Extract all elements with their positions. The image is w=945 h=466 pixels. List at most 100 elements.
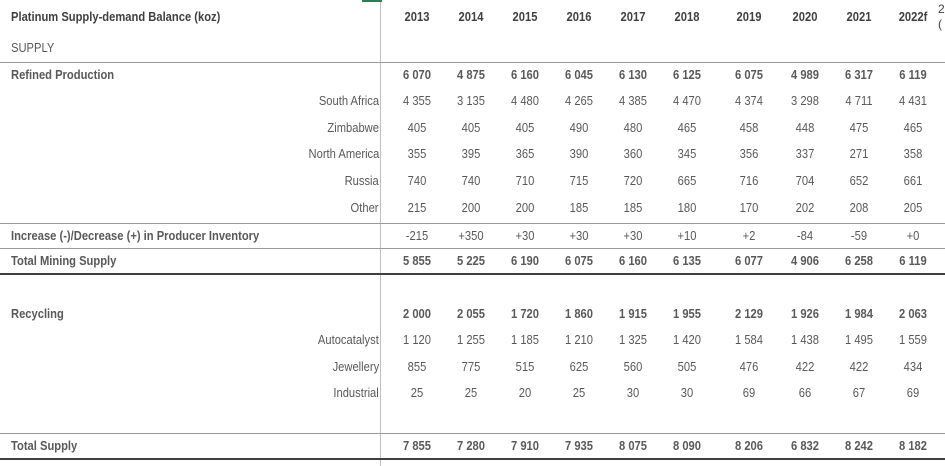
value-cell: 480: [623, 120, 643, 135]
value-cell: 6 119: [899, 67, 927, 82]
value-cell: 390: [569, 146, 589, 161]
table-row: Russia 740 740 710 715 720 665 716 704 652 661: [0, 169, 945, 193]
column-divider: [380, 0, 381, 466]
table-row: Other 215 200 200 185 185 180 170 202 208 205: [0, 196, 945, 220]
value-cell: 4 989: [790, 67, 819, 82]
value-cell: 358: [903, 146, 923, 161]
value-cell: 2 000: [402, 306, 431, 321]
value-cell: -84: [796, 228, 814, 243]
value-cell: 337: [795, 146, 815, 161]
value-cell: +350: [458, 228, 484, 243]
table-row: North America 355 395 365 390 360 345 356 337 271…: [0, 142, 945, 166]
rule-above-total-supply: [0, 433, 945, 434]
table-row: Total Mining Supply 5 855 5 225 6 190 6 075 6…: [0, 249, 945, 273]
value-cell: 3 135: [456, 93, 485, 108]
table-row: South Africa 4 355 3 135 4 480 4 265 4 385 4 4…: [0, 89, 945, 113]
value-cell: 69: [742, 385, 756, 400]
row-label: Autocatalyst: [318, 332, 379, 347]
value-cell: 1 860: [564, 306, 593, 321]
value-cell: 355: [407, 146, 427, 161]
value-cell: 8 182: [898, 438, 927, 453]
value-cell: 515: [515, 359, 535, 374]
value-cell: 465: [677, 120, 697, 135]
row-label: Jewellery: [332, 359, 379, 374]
table-title: Platinum Supply-demand Balance (koz): [11, 9, 221, 24]
value-cell: 205: [903, 200, 923, 215]
value-cell: 215: [407, 200, 427, 215]
table-row: Refined Production 6 070 4 875 6 160 6 045 6 …: [0, 63, 945, 87]
value-cell: 360: [623, 146, 643, 161]
value-cell: 7 280: [456, 438, 485, 453]
value-cell: 8 242: [844, 438, 873, 453]
value-cell: 6 160: [618, 253, 647, 268]
value-cell: 465: [903, 120, 923, 135]
value-cell: 6 125: [672, 67, 701, 82]
rule-above-total-mining: [0, 248, 945, 249]
section-label-row: SUPPLY: [0, 36, 945, 60]
rule-under-supply: [0, 62, 945, 63]
row-label: Refined Production: [11, 67, 115, 82]
value-cell: 490: [569, 120, 589, 135]
value-cell: 208: [849, 200, 869, 215]
value-cell: 180: [677, 200, 697, 215]
value-cell: 1 955: [672, 306, 701, 321]
value-cell: 740: [407, 173, 427, 188]
value-cell: 5 225: [456, 253, 485, 268]
value-cell: 1 720: [510, 306, 539, 321]
value-cell: 6 119: [899, 253, 927, 268]
row-label: Total Mining Supply: [11, 253, 117, 268]
value-cell: 185: [569, 200, 589, 215]
value-cell: 200: [461, 200, 481, 215]
value-cell: 405: [461, 120, 481, 135]
value-cell: 6 135: [672, 253, 701, 268]
row-label: Increase (-)/Decrease (+) in Producer In…: [11, 228, 260, 243]
value-cell: +30: [515, 228, 535, 243]
value-cell: +0: [906, 228, 920, 243]
value-cell: +2: [742, 228, 756, 243]
value-cell: 271: [849, 146, 869, 161]
value-cell: 1 255: [456, 332, 485, 347]
year-header: 2022f: [898, 9, 928, 24]
value-cell: 7 855: [402, 438, 431, 453]
value-cell: -215: [405, 228, 429, 243]
value-cell: +10: [677, 228, 697, 243]
value-cell: 2 063: [898, 306, 927, 321]
value-cell: 4 711: [845, 93, 873, 108]
value-cell: 7 935: [564, 438, 593, 453]
value-cell: 25: [464, 385, 478, 400]
value-cell: 740: [461, 173, 481, 188]
table-row: Zimbabwe 405 405 405 490 480 465 458 448 475 465: [0, 116, 945, 140]
value-cell: 395: [461, 146, 481, 161]
value-cell: 1 210: [564, 332, 593, 347]
value-cell: 1 495: [844, 332, 873, 347]
year-header: 2018: [674, 9, 700, 24]
value-cell: -59: [850, 228, 868, 243]
value-cell: 170: [739, 200, 759, 215]
value-cell: 6 258: [844, 253, 873, 268]
clipped-header-glyph: (: [938, 17, 942, 31]
value-cell: 475: [849, 120, 869, 135]
table-row: Recycling 2 000 2 055 1 720 1 860 1 915 1 955 2…: [0, 302, 945, 326]
value-cell: 422: [849, 359, 869, 374]
value-cell: 5 855: [402, 253, 431, 268]
rule-under-total-supply: [0, 458, 945, 460]
value-cell: 30: [680, 385, 694, 400]
value-cell: 1 559: [898, 332, 927, 347]
value-cell: 405: [515, 120, 535, 135]
year-header: 2015: [512, 9, 538, 24]
year-header: 2021: [846, 9, 872, 24]
value-cell: 434: [903, 359, 923, 374]
value-cell: 7 910: [510, 438, 539, 453]
value-cell: 356: [739, 146, 759, 161]
value-cell: 505: [677, 359, 697, 374]
value-cell: 652: [849, 173, 869, 188]
value-cell: 1 120: [402, 332, 431, 347]
value-cell: 1 915: [618, 306, 647, 321]
value-cell: 345: [677, 146, 697, 161]
value-cell: 67: [852, 385, 866, 400]
value-cell: 3 298: [790, 93, 819, 108]
value-cell: 625: [569, 359, 589, 374]
value-cell: 476: [739, 359, 759, 374]
value-cell: 448: [795, 120, 815, 135]
